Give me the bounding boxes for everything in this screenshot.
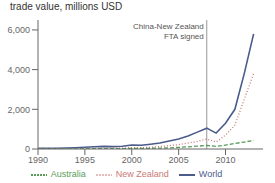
svg-text:4,000: 4,000 [8, 65, 30, 75]
svg-text:1995: 1995 [75, 155, 95, 165]
svg-text:2010: 2010 [215, 155, 235, 165]
svg-text:2005: 2005 [169, 155, 189, 165]
html-text:trade value, millions USD: trade value, millions USD [10, 1, 123, 12]
html-text:New Zealand: New Zealand [115, 169, 169, 180]
svg-text:0: 0 [25, 144, 30, 154]
html-text:Australia: Australia [50, 169, 86, 180]
svg-text:2,000: 2,000 [8, 105, 30, 115]
svg-text:2000: 2000 [122, 155, 142, 165]
svg-text:6,000: 6,000 [8, 25, 30, 35]
svg-text:China-New ZealandFTA signed: China-New ZealandFTA signed [133, 22, 204, 41]
html-text:World: World [198, 169, 223, 180]
svg-text:1990: 1990 [28, 155, 48, 165]
